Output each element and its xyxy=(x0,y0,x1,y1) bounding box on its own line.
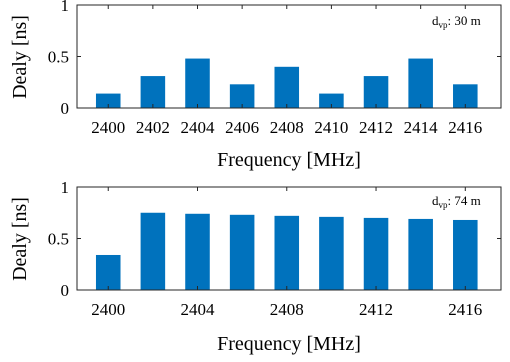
y-tick-label-top-2: 1 xyxy=(61,0,70,15)
bar-bottom-2416 xyxy=(453,219,478,290)
bar-series-top xyxy=(95,58,478,108)
y-tick-label-bottom-0: 0 xyxy=(61,281,70,300)
y-axis-label-top: Dealy [ns] xyxy=(9,15,31,99)
bar-top-2416 xyxy=(453,84,478,108)
x-tick-label-top-3: 2406 xyxy=(225,118,259,137)
x-tick-label-bottom-3: 2412 xyxy=(359,300,393,319)
y-tick-label-bottom-1: 0.5 xyxy=(48,230,69,249)
x-tick-label-top-2: 2404 xyxy=(181,118,216,137)
y-axis-label-bottom: Dealy [ns] xyxy=(9,197,31,281)
x-tick-label-top-0: 2400 xyxy=(91,118,125,137)
ticks-bottom: 2400 2404 2408 2412 2416 0 0.5 1 xyxy=(48,178,501,319)
bar-bottom-2412 xyxy=(363,217,389,290)
x-tick-label-bottom-1: 2404 xyxy=(181,300,216,319)
y-tick-label-top-1: 0.5 xyxy=(48,48,69,67)
x-tick-label-top-8: 2416 xyxy=(448,118,482,137)
ticks-top: 2400 2402 2404 2406 2408 2410 2412 2414 2416 0 0.5… xyxy=(48,0,501,137)
x-tick-label-top-4: 2408 xyxy=(270,118,304,137)
bar-top-2414 xyxy=(408,58,433,108)
bar-top-2402 xyxy=(140,76,166,108)
x-tick-label-top-6: 2412 xyxy=(359,118,393,137)
bar-bottom-2408 xyxy=(274,215,300,290)
y-tick-label-bottom-2: 1 xyxy=(61,178,70,197)
bar-top-2412 xyxy=(363,76,389,108)
bar-series-bottom xyxy=(95,212,478,290)
x-tick-label-bottom-0: 2400 xyxy=(91,300,125,319)
bar-bottom-2406 xyxy=(229,214,255,290)
chart-panel-bottom: 2400 2404 2408 2412 2416 0 0.5 1 dvp: 74 m Deal… xyxy=(9,178,502,355)
y-tick-label-top-0: 0 xyxy=(61,99,70,118)
annotation-top: dvp: 30 m xyxy=(432,13,481,30)
x-tick-label-top-5: 2410 xyxy=(314,118,348,137)
x-tick-label-bottom-4: 2416 xyxy=(448,300,482,319)
bar-top-2400 xyxy=(95,93,121,108)
bar-top-2406 xyxy=(229,84,255,108)
bar-top-2410 xyxy=(319,93,344,108)
bar-bottom-2402 xyxy=(140,212,166,290)
bar-bottom-2400 xyxy=(95,254,121,290)
bar-top-2408 xyxy=(274,66,300,108)
x-axis-label-top: Frequency [MHz] xyxy=(217,149,361,171)
x-axis-label-bottom: Frequency [MHz] xyxy=(217,333,361,355)
x-tick-label-top-1: 2402 xyxy=(136,118,170,137)
chart-panel-top: 2400 2402 2404 2406 2408 2410 2412 2414 2416 0 0.5… xyxy=(9,0,502,171)
x-tick-label-bottom-2: 2408 xyxy=(270,300,304,319)
bar-bottom-2410 xyxy=(319,216,344,290)
bar-top-2404 xyxy=(185,58,210,108)
bar-bottom-2414 xyxy=(408,218,433,290)
bar-bottom-2404 xyxy=(185,213,210,290)
annotation-bottom: dvp: 74 m xyxy=(432,193,481,210)
x-tick-label-top-7: 2414 xyxy=(404,118,439,137)
